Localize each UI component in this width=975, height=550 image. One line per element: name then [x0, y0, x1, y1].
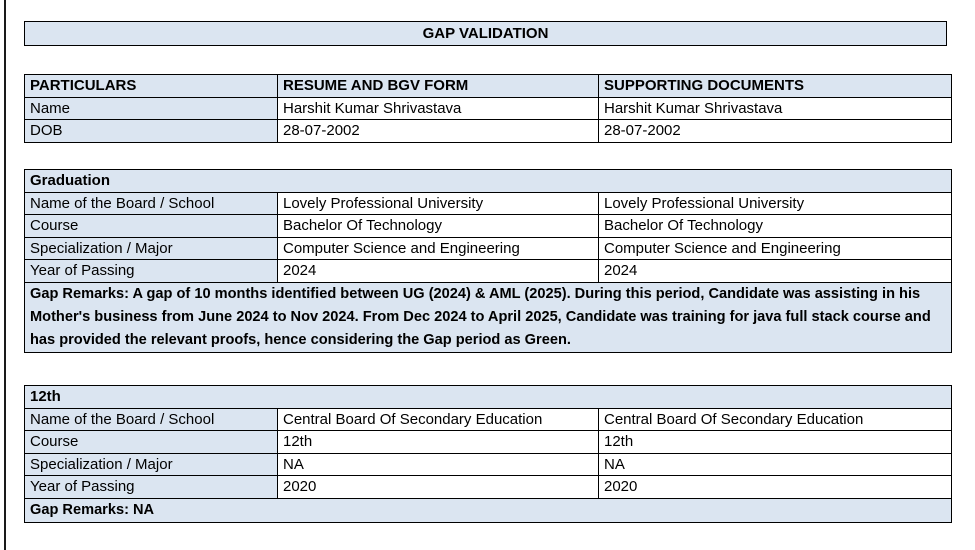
document-title-bar: GAP VALIDATION	[24, 21, 947, 46]
cell-dob-supporting: 28-07-2002	[598, 119, 952, 143]
cell-course-resume: Bachelor Of Technology	[277, 214, 599, 238]
row-label-specialization: Specialization / Major	[24, 236, 278, 260]
cell-specialization-supporting: Computer Science and Engineering	[597, 236, 953, 260]
row-label-board-school: Name of the Board / School	[24, 407, 278, 431]
section-title-twelfth: 12th	[23, 385, 953, 409]
graduation-table: Graduation Name of the Board / School Lo…	[23, 169, 953, 353]
twelfth-gap-remarks-row: Gap Remarks: NA	[23, 497, 953, 523]
table-row-year-of-passing: Year of Passing 2020 2020	[24, 475, 953, 499]
table-row-dob: DOB 28-07-2002 28-07-2002	[24, 119, 952, 143]
cell-board-supporting: Lovely Professional University	[597, 191, 953, 215]
cell-year-resume: 2024	[277, 259, 599, 283]
row-label-board-school: Name of the Board / School	[24, 191, 278, 215]
cell-board-supporting: Central Board Of Secondary Education	[597, 407, 953, 431]
page-title: GAP VALIDATION	[422, 25, 549, 42]
cell-name-supporting: Harshit Kumar Shrivastava	[598, 96, 952, 120]
graduation-gap-remarks-row: Gap Remarks: A gap of 10 months identifi…	[23, 281, 953, 353]
twelfth-section-header-row: 12th	[23, 385, 953, 409]
table-row-board-school: Name of the Board / School Central Board…	[24, 407, 953, 431]
row-label-name: Name	[24, 96, 278, 120]
graduation-section-header-row: Graduation	[23, 169, 953, 193]
cell-dob-resume: 28-07-2002	[277, 119, 599, 143]
cell-specialization-resume: NA	[277, 452, 599, 476]
cell-course-supporting: 12th	[597, 430, 953, 454]
column-header-resume-bgv: RESUME AND BGV FORM	[277, 74, 599, 98]
cell-board-resume: Lovely Professional University	[277, 191, 599, 215]
table-row-name: Name Harshit Kumar Shrivastava Harshit K…	[24, 96, 952, 120]
row-label-year-of-passing: Year of Passing	[24, 475, 278, 499]
row-label-dob: DOB	[24, 119, 278, 143]
cell-board-resume: Central Board Of Secondary Education	[277, 407, 599, 431]
cell-year-supporting: 2024	[597, 259, 953, 283]
cell-year-supporting: 2020	[597, 475, 953, 499]
gap-remarks-twelfth: Gap Remarks: NA	[23, 497, 953, 523]
identity-header-row: PARTICULARS RESUME AND BGV FORM SUPPORTI…	[24, 74, 952, 98]
table-row-course: Course Bachelor Of Technology Bachelor O…	[24, 214, 953, 238]
row-label-course: Course	[24, 214, 278, 238]
gap-remarks-graduation: Gap Remarks: A gap of 10 months identifi…	[23, 281, 953, 353]
cell-specialization-resume: Computer Science and Engineering	[277, 236, 599, 260]
row-label-specialization: Specialization / Major	[24, 452, 278, 476]
cell-name-resume: Harshit Kumar Shrivastava	[277, 96, 599, 120]
cell-course-resume: 12th	[277, 430, 599, 454]
candidate-identity-table: PARTICULARS RESUME AND BGV FORM SUPPORTI…	[24, 74, 952, 143]
column-header-particulars: PARTICULARS	[24, 74, 278, 98]
cell-year-resume: 2020	[277, 475, 599, 499]
row-label-year-of-passing: Year of Passing	[24, 259, 278, 283]
page-edge-line	[4, 0, 6, 550]
table-row-board-school: Name of the Board / School Lovely Profes…	[24, 191, 953, 215]
table-row-course: Course 12th 12th	[24, 430, 953, 454]
cell-course-supporting: Bachelor Of Technology	[597, 214, 953, 238]
row-label-course: Course	[24, 430, 278, 454]
section-title-graduation: Graduation	[23, 169, 953, 193]
table-row-specialization: Specialization / Major Computer Science …	[24, 236, 953, 260]
twelfth-table: 12th Name of the Board / School Central …	[23, 385, 953, 523]
table-row-specialization: Specialization / Major NA NA	[24, 452, 953, 476]
cell-specialization-supporting: NA	[597, 452, 953, 476]
column-header-supporting-docs: SUPPORTING DOCUMENTS	[598, 74, 952, 98]
table-row-year-of-passing: Year of Passing 2024 2024	[24, 259, 953, 283]
